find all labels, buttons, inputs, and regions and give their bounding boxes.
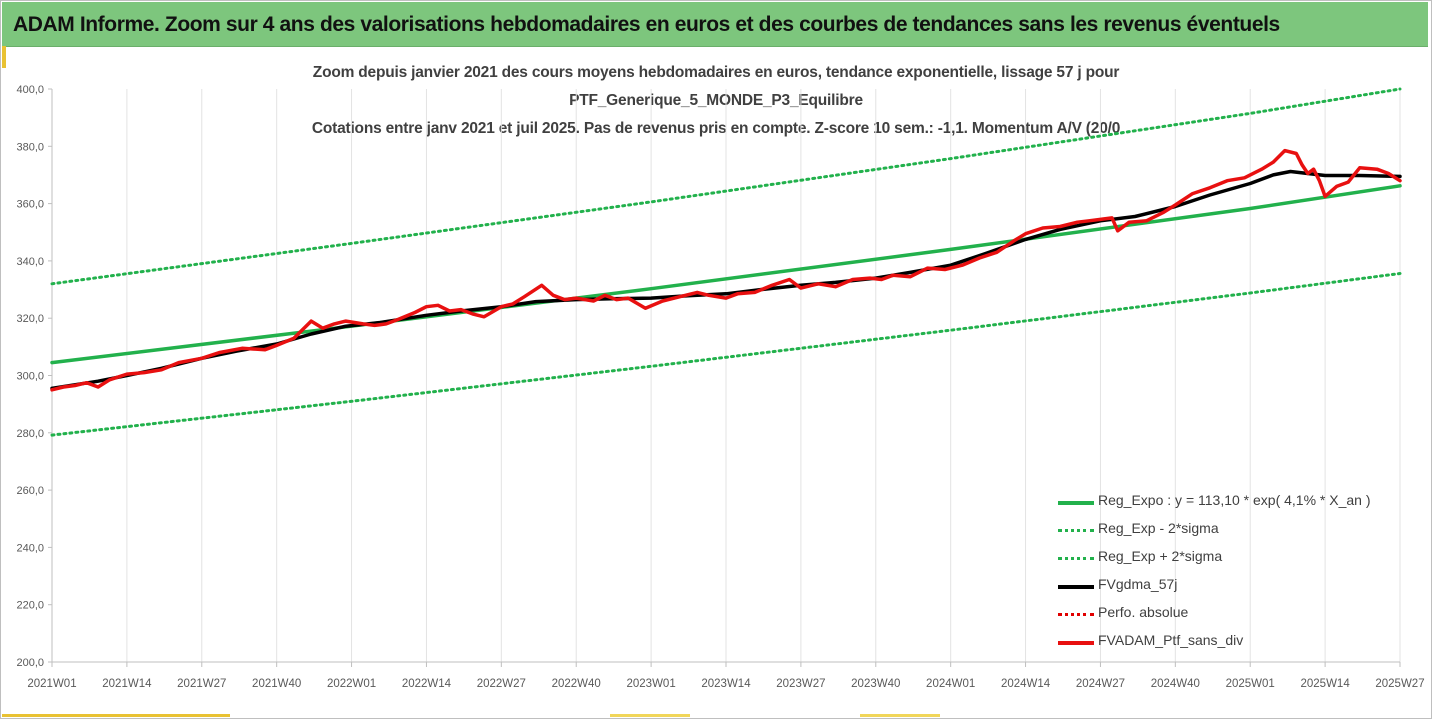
chart-legend: Reg_Expo : y = 113,10 * exp( 4,1% * X_an… <box>1058 488 1388 656</box>
legend-item: Perfo. absolue <box>1058 600 1388 628</box>
x-tick-label: 2021W14 <box>102 678 152 690</box>
legend-item: FVADAM_Ptf_sans_div <box>1058 628 1388 656</box>
accent-bar-bottom-2 <box>610 714 690 717</box>
accent-bar-bottom <box>2 714 230 717</box>
x-tick-label: 2021W01 <box>27 678 76 690</box>
accent-bar-left <box>2 46 6 68</box>
legend-swatch <box>1058 585 1094 589</box>
legend-swatch <box>1058 641 1094 645</box>
legend-item: FVgdma_57j <box>1058 572 1388 600</box>
legend-item: Reg_Exp - 2*sigma <box>1058 516 1388 544</box>
legend-label: Perfo. absolue <box>1098 604 1189 620</box>
x-tick-label: 2023W01 <box>626 678 675 690</box>
y-tick-label: 260,0 <box>16 485 44 497</box>
x-tick-label: 2025W01 <box>1226 678 1275 690</box>
x-tick-label: 2023W27 <box>776 678 825 690</box>
accent-bar-bottom-3 <box>860 714 940 717</box>
legend-swatch <box>1058 501 1094 505</box>
y-tick-label: 380,0 <box>16 141 44 153</box>
series-line-reg-exp <box>50 87 1402 286</box>
legend-label: FVADAM_Ptf_sans_div <box>1098 632 1244 648</box>
report-title: ADAM Informe. Zoom sur 4 ans des valoris… <box>13 13 1280 36</box>
x-tick-label: 2022W27 <box>477 678 526 690</box>
y-tick-label: 220,0 <box>16 600 44 612</box>
y-tick-label: 200,0 <box>16 657 44 669</box>
legend-swatch <box>1058 613 1094 616</box>
x-tick-label: 2024W27 <box>1076 678 1125 690</box>
chart-title-line-2: PTF_Generique_5_MONDE_P3_Equilibre <box>569 92 863 109</box>
legend-swatch <box>1058 557 1094 560</box>
y-tick-label: 320,0 <box>16 313 44 325</box>
x-tick-label: 2022W14 <box>402 678 452 690</box>
legend-label: Reg_Exp - 2*sigma <box>1098 520 1219 536</box>
x-tick-label: 2022W01 <box>327 678 376 690</box>
y-tick-label: 240,0 <box>16 542 44 554</box>
y-tick-label: 280,0 <box>16 428 44 440</box>
x-tick-label: 2025W14 <box>1300 678 1350 690</box>
legend-item: Reg_Expo : y = 113,10 * exp( 4,1% * X_an… <box>1058 488 1388 516</box>
legend-label: FVgdma_57j <box>1098 576 1178 592</box>
x-tick-label: 2024W14 <box>1001 678 1051 690</box>
y-tick-label: 400,0 <box>16 84 44 96</box>
legend-item: Reg_Exp + 2*sigma <box>1058 544 1388 572</box>
x-tick-label: 2025W27 <box>1375 678 1424 690</box>
chart-title-line-3: Cotations entre janv 2021 et juil 2025. … <box>311 120 1121 137</box>
x-tick-label: 2021W40 <box>252 678 301 690</box>
y-tick-label: 360,0 <box>16 199 44 211</box>
x-tick-label: 2024W01 <box>926 678 975 690</box>
x-tick-label: 2022W40 <box>552 678 601 690</box>
y-tick-label: 300,0 <box>16 371 44 383</box>
legend-swatch <box>1058 529 1094 532</box>
x-tick-label: 2021W27 <box>177 678 226 690</box>
series-line-fvadam-ptf-sans-div <box>50 148 1402 392</box>
y-tick-label: 340,0 <box>16 256 44 268</box>
x-tick-label: 2023W14 <box>701 678 751 690</box>
report-banner: ADAM Informe. Zoom sur 4 ans des valoris… <box>2 2 1428 47</box>
chart-title-line-1: Zoom depuis janvier 2021 des cours moyen… <box>312 64 1120 81</box>
legend-label: Reg_Exp + 2*sigma <box>1098 548 1223 564</box>
series-line-reg-exp <box>50 272 1402 437</box>
legend-label: Reg_Expo : y = 113,10 * exp( 4,1% * X_an… <box>1098 492 1371 508</box>
x-tick-label: 2024W40 <box>1151 678 1200 690</box>
x-tick-label: 2023W40 <box>851 678 900 690</box>
